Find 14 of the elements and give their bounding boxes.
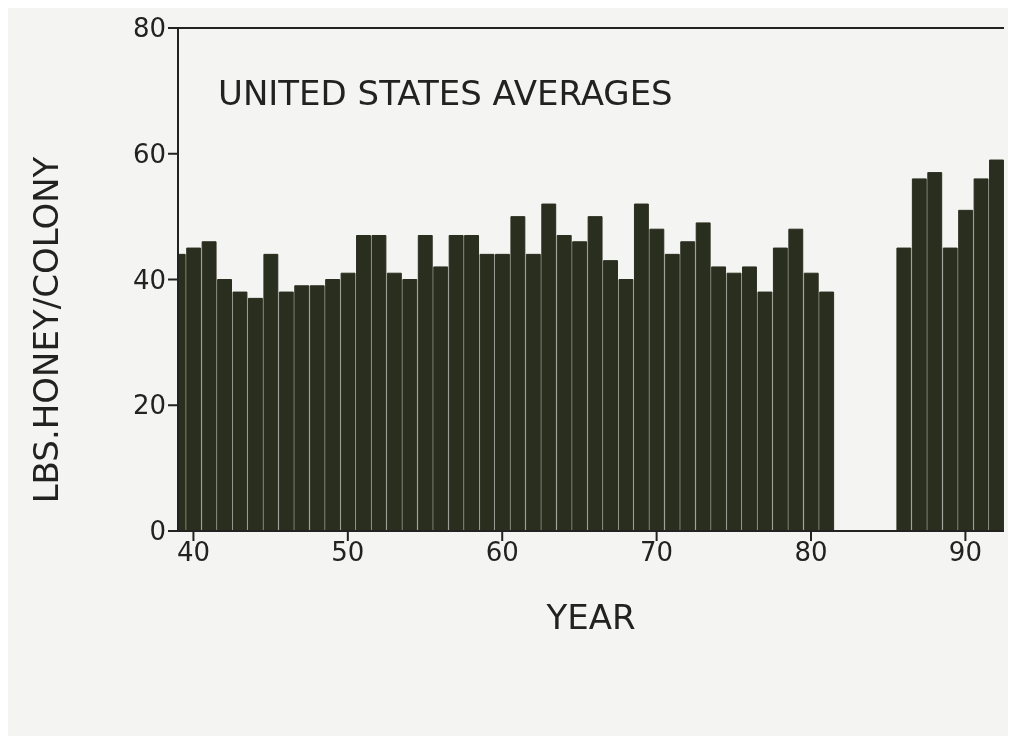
y-axis-title: LBS.HONEY/COLONY [26, 156, 67, 503]
x-tick-label: 40 [176, 537, 210, 568]
x-tick-label: 90 [948, 537, 982, 568]
y-tick-label: 60 [132, 138, 166, 169]
y-tick-label: 20 [132, 390, 166, 421]
y-tick-label: 40 [132, 264, 166, 295]
text: UNITED STATES AVERAGES [218, 73, 673, 113]
x-axis-title: YEAR [545, 597, 636, 637]
x-tick-label: 60 [485, 537, 519, 568]
x-tick-label: 80 [794, 537, 828, 568]
y-tick-label: 0 [149, 516, 166, 547]
x-tick-label: 70 [640, 537, 674, 568]
x-tick-label: 50 [331, 537, 365, 568]
y-tick-label: 80 [132, 13, 166, 44]
